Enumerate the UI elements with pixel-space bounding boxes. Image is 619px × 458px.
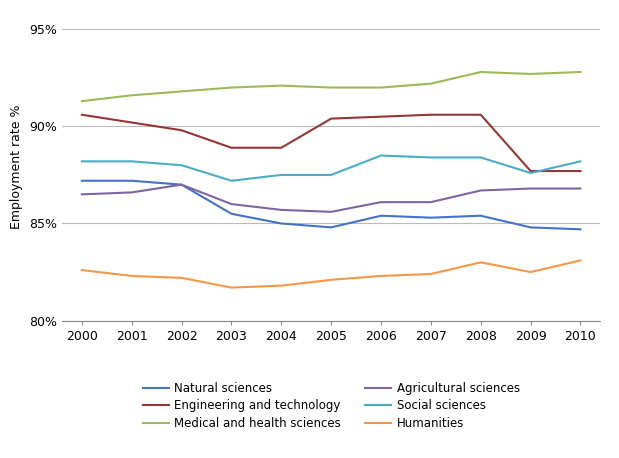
Y-axis label: Employment rate %: Employment rate % <box>11 105 24 229</box>
Legend: Natural sciences, Engineering and technology, Medical and health sciences, Agric: Natural sciences, Engineering and techno… <box>142 382 520 430</box>
